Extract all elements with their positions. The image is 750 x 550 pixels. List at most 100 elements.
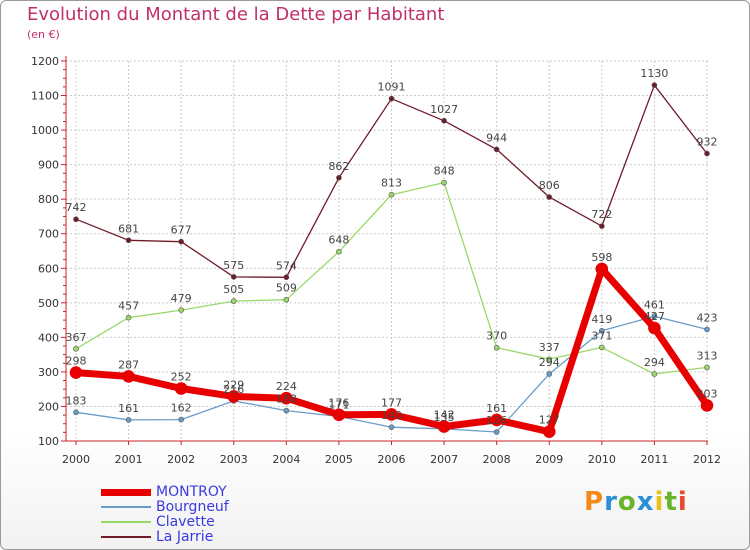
data-label-clavette: 848 xyxy=(434,165,455,178)
x-tick-label: 2003 xyxy=(220,453,248,466)
data-point-montroy xyxy=(385,408,398,421)
data-label-la-jarrie: 681 xyxy=(118,222,139,235)
data-point-bourgneuf xyxy=(388,424,395,430)
data-label-bourgneuf: 419 xyxy=(591,313,612,326)
chart-title: Evolution du Montant de la Dette par Hab… xyxy=(27,4,445,25)
x-tick-label: 2005 xyxy=(325,453,353,466)
data-label-montroy: 203 xyxy=(697,387,718,400)
data-label-la-jarrie: 722 xyxy=(591,208,612,221)
data-label-bourgneuf: 171 xyxy=(328,398,349,411)
data-label-la-jarrie: 1091 xyxy=(378,81,406,94)
y-tick-label: 400 xyxy=(38,331,59,344)
data-point-la-jarrie xyxy=(336,174,342,181)
data-label-bourgneuf: 126 xyxy=(486,414,507,427)
data-label-bourgneuf: 162 xyxy=(171,402,192,415)
data-label-clavette: 505 xyxy=(223,283,244,296)
data-label-montroy: 229 xyxy=(223,378,244,391)
data-label-clavette: 370 xyxy=(486,330,507,343)
data-point-la-jarrie xyxy=(388,95,395,102)
data-point-la-jarrie xyxy=(73,216,79,223)
data-point-bourgneuf xyxy=(651,313,658,320)
legend-swatch xyxy=(101,521,151,523)
data-label-la-jarrie: 862 xyxy=(328,160,349,173)
data-label-la-jarrie: 742 xyxy=(66,201,87,214)
data-label-bourgneuf: 135 xyxy=(434,411,455,424)
data-label-montroy: 298 xyxy=(66,355,87,368)
plot-area xyxy=(66,61,708,441)
data-label-bourgneuf: 294 xyxy=(539,356,560,369)
data-label-bourgneuf: 216 xyxy=(223,383,244,396)
data-point-bourgneuf xyxy=(493,429,500,435)
data-point-la-jarrie xyxy=(441,117,447,124)
data-point-la-jarrie xyxy=(125,237,132,244)
x-tick-label: 2012 xyxy=(693,453,721,466)
x-tick-label: 2000 xyxy=(62,453,90,466)
logo-letter: P xyxy=(584,487,605,517)
data-label-bourgneuf: 188 xyxy=(276,393,297,406)
data-label-montroy: 161 xyxy=(486,402,507,415)
legend-label: Clavette xyxy=(156,514,215,530)
data-label-clavette: 313 xyxy=(697,349,718,362)
data-point-clavette xyxy=(388,191,395,198)
data-label-layer: 742 681 677 575 574 862 1091 1027 944 806 722 1130 9… xyxy=(66,67,718,427)
data-label-montroy: 177 xyxy=(381,396,402,409)
data-point-clavette xyxy=(73,345,79,352)
x-tick-label: 2009 xyxy=(535,453,563,466)
logo-letter: o xyxy=(617,487,637,517)
data-point-clavette xyxy=(441,179,447,186)
data-point-clavette xyxy=(651,371,658,377)
y-tick-label: 1000 xyxy=(31,124,59,137)
data-point-clavette xyxy=(336,248,342,255)
y-tick-label: 900 xyxy=(38,159,59,172)
data-point-bourgneuf xyxy=(599,327,605,334)
data-label-clavette: 337 xyxy=(539,341,560,354)
logo-letter: x xyxy=(636,487,655,517)
y-tick-label: 100 xyxy=(38,435,59,448)
data-point-montroy xyxy=(280,391,293,405)
data-label-la-jarrie: 677 xyxy=(171,224,192,237)
data-point-montroy xyxy=(700,399,714,412)
data-point-la-jarrie xyxy=(704,150,710,157)
data-point-montroy xyxy=(542,425,556,438)
data-label-montroy: 427 xyxy=(644,310,665,323)
data-point-clavette xyxy=(178,307,184,313)
legend-swatch xyxy=(101,488,151,496)
data-point-bourgneuf xyxy=(125,417,132,423)
data-point-clavette xyxy=(493,344,500,351)
data-label-clavette: 367 xyxy=(66,331,87,344)
data-label-montroy: 142 xyxy=(434,408,455,421)
data-point-bourgneuf xyxy=(73,409,79,416)
data-label-montroy: 176 xyxy=(328,397,349,410)
logo-letter: t xyxy=(664,487,678,517)
x-tick-label: 2001 xyxy=(115,453,143,466)
data-label-bourgneuf: 183 xyxy=(66,394,87,407)
data-point-la-jarrie xyxy=(493,146,500,153)
x-tick-label: 2010 xyxy=(588,453,616,466)
logo-letter: r xyxy=(604,487,618,517)
axis-layer: 100 200 300 400 500 600 700 800 900 1000 1100 1200 2… xyxy=(31,55,721,466)
y-tick-label: 500 xyxy=(38,297,59,310)
y-tick-label: 600 xyxy=(38,262,59,275)
data-point-clavette xyxy=(283,296,290,303)
data-point-clavette xyxy=(546,356,553,362)
data-label-clavette: 813 xyxy=(381,177,402,190)
data-label-montroy: 127 xyxy=(539,414,560,427)
data-label-montroy: 598 xyxy=(591,251,612,264)
data-label-la-jarrie: 806 xyxy=(539,179,560,192)
data-point-montroy xyxy=(490,413,503,427)
data-label-bourgneuf: 461 xyxy=(644,298,665,311)
y-tick-label: 300 xyxy=(38,366,59,379)
x-tick-label: 2004 xyxy=(272,453,300,466)
data-point-la-jarrie xyxy=(651,82,658,88)
data-point-montroy xyxy=(69,366,83,379)
data-point-montroy xyxy=(648,321,661,335)
data-label-montroy: 224 xyxy=(276,380,297,393)
data-point-la-jarrie xyxy=(283,274,290,281)
data-point-bourgneuf xyxy=(546,371,553,377)
y-tick-label: 1100 xyxy=(31,90,59,103)
x-tick-label: 2002 xyxy=(167,453,195,466)
data-point-clavette xyxy=(704,364,710,371)
data-label-bourgneuf: 423 xyxy=(697,311,718,324)
y-tick-label: 800 xyxy=(38,193,59,206)
